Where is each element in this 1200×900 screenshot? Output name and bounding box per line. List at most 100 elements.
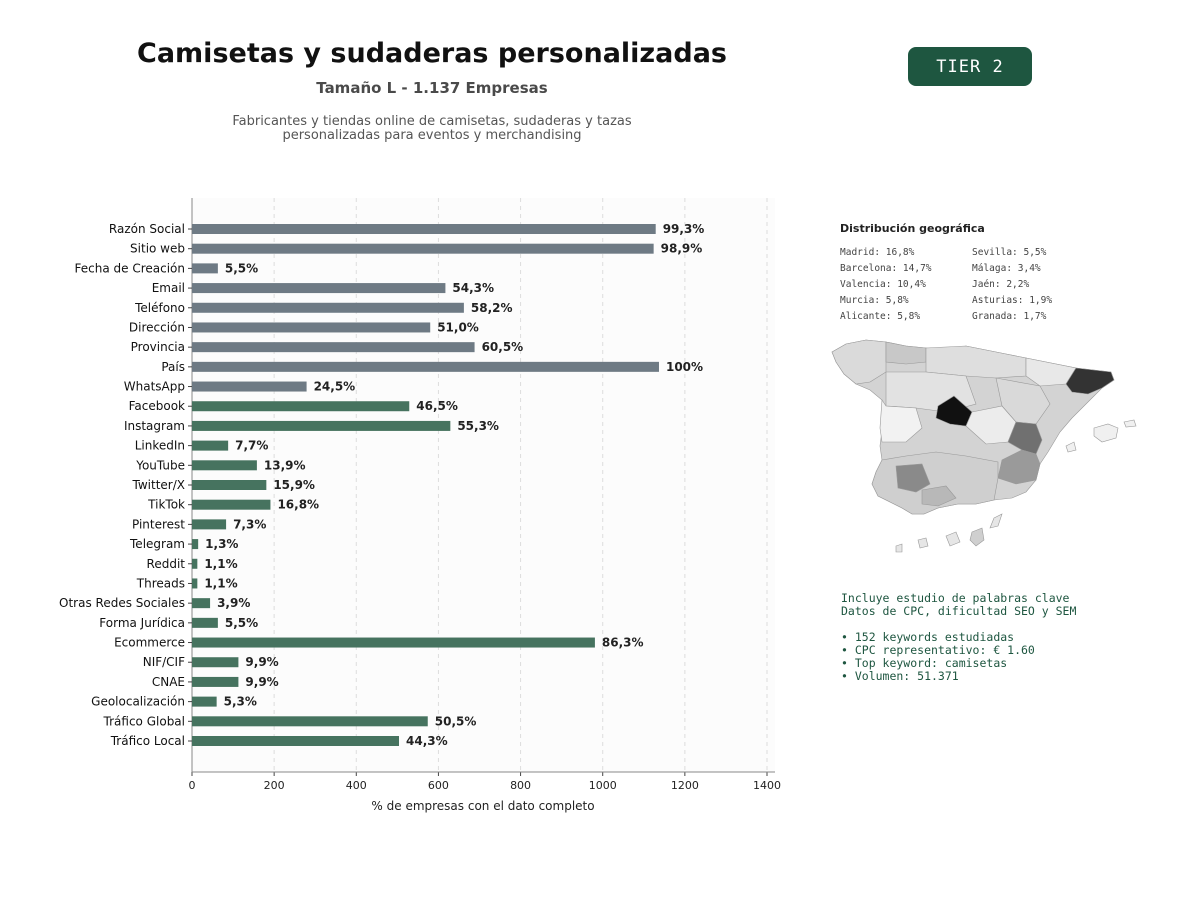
data-label: 58,2%	[471, 301, 513, 315]
map-asturias	[885, 341, 927, 365]
category-label: Ecommerce	[114, 636, 185, 650]
data-label: 60,5%	[482, 340, 524, 354]
data-label: 51,0%	[437, 320, 479, 334]
geo-item: Jaén: 2,2%	[972, 279, 1030, 290]
bar	[192, 519, 227, 530]
x-tick-label: 400	[346, 779, 367, 792]
category-label: Facebook	[129, 399, 185, 413]
page-description: Fabricantes y tiendas online de camiseta…	[0, 115, 864, 143]
geo-item: Valencia: 10,4%	[840, 279, 926, 290]
category-label: Forma Jurídica	[99, 616, 185, 630]
bar	[192, 657, 239, 668]
category-label: TikTok	[147, 498, 185, 512]
x-tick-label: 1400	[753, 779, 781, 792]
bar	[192, 716, 428, 727]
geo-item: Granada: 1,7%	[972, 311, 1047, 322]
bar	[192, 243, 654, 254]
geo-item: Asturias: 1,9%	[972, 295, 1053, 306]
map-ibiza	[1065, 441, 1077, 453]
data-label: 9,9%	[245, 655, 278, 669]
bar	[192, 440, 229, 451]
x-tick-label: 0	[189, 779, 196, 792]
geo-item: Alicante: 5,8%	[840, 311, 921, 322]
bar	[192, 499, 271, 510]
data-label: 100%	[666, 360, 703, 374]
description-line: Fabricantes y tiendas online de camiseta…	[232, 114, 632, 129]
bar	[192, 637, 595, 648]
page-title: Camisetas y sudaderas personalizadas	[137, 38, 727, 69]
category-label: Sitio web	[130, 242, 185, 256]
category-label: WhatsApp	[124, 380, 185, 394]
bar	[192, 578, 198, 589]
category-label: Twitter/X	[132, 478, 185, 492]
page-subtitle: Tamaño L - 1.137 Empresas	[316, 79, 548, 97]
data-label: 1,3%	[205, 537, 238, 551]
bar	[192, 617, 218, 628]
category-label: LinkedIn	[135, 439, 185, 453]
tier-badge: TIER 2	[908, 47, 1032, 86]
category-label: CNAE	[152, 675, 185, 689]
description-line: personalizadas para eventos y merchandis…	[282, 128, 582, 143]
category-label: YouTube	[135, 458, 185, 472]
bar	[192, 322, 431, 333]
map-sevilla	[895, 463, 931, 493]
category-label: Razón Social	[109, 222, 185, 236]
category-label: Provincia	[131, 340, 185, 354]
keyword-bullet: • 152 keywords estudiadas	[841, 630, 1015, 644]
data-label: 5,5%	[225, 616, 258, 630]
data-label: 15,9%	[273, 478, 315, 492]
bar	[192, 676, 239, 687]
geo-title: Distribución geográfica	[840, 222, 985, 235]
geo-item: Murcia: 5,8%	[840, 295, 909, 306]
category-label: Geolocalización	[91, 695, 185, 709]
x-tick-label: 1000	[589, 779, 617, 792]
data-label: 16,8%	[277, 498, 319, 512]
x-tick-label: 200	[264, 779, 285, 792]
map-north-east	[1025, 357, 1077, 387]
keyword-bullet: • CPC representativo: € 1.60	[841, 643, 1035, 657]
map-mallorca	[1093, 423, 1119, 443]
x-tick-label: 600	[428, 779, 449, 792]
category-label: Threads	[136, 576, 185, 590]
category-label: Otras Redes Sociales	[59, 596, 185, 610]
category-label: NIF/CIF	[143, 655, 185, 669]
geo-item: Sevilla: 5,5%	[972, 247, 1047, 258]
data-label: 3,9%	[217, 596, 250, 610]
bar	[192, 696, 217, 707]
keyword-line: Incluye estudio de palabras clave	[841, 591, 1070, 605]
map-north-west	[831, 339, 887, 385]
data-label: 54,3%	[452, 281, 494, 295]
map-extremadura	[879, 399, 923, 443]
spain-map	[831, 339, 1137, 553]
category-label: Fecha de Creación	[75, 261, 185, 275]
data-label: 13,9%	[264, 458, 306, 472]
category-label: Tráfico Global	[103, 714, 185, 728]
data-label: 50,5%	[435, 714, 477, 728]
category-label: Tráfico Local	[110, 734, 185, 748]
x-axis-label: % de empresas con el dato completo	[371, 799, 594, 813]
category-label: Email	[152, 281, 185, 295]
keyword-line: Datos de CPC, dificultad SEO y SEM	[841, 604, 1077, 618]
bar	[192, 263, 218, 274]
map-malaga	[921, 485, 957, 507]
bar	[192, 539, 199, 550]
map-canarias-4	[917, 537, 929, 549]
bar	[192, 401, 410, 412]
x-tick-label: 1200	[671, 779, 699, 792]
data-label: 55,3%	[457, 419, 499, 433]
bar	[192, 224, 656, 234]
bar	[192, 460, 257, 471]
data-label: 98,9%	[661, 242, 703, 256]
bar	[192, 342, 475, 353]
data-label: 7,3%	[233, 517, 266, 531]
data-label: 86,3%	[602, 636, 644, 650]
keyword-info: Incluye estudio de palabras clave Datos …	[841, 592, 1076, 683]
map-canarias-5	[895, 543, 903, 553]
plot-area	[192, 198, 775, 772]
data-label: 99,3%	[663, 222, 705, 236]
data-label: 24,5%	[314, 380, 356, 394]
bar	[192, 361, 659, 372]
bar	[192, 381, 307, 392]
keyword-bullet: • Top keyword: camisetas	[841, 656, 1008, 670]
